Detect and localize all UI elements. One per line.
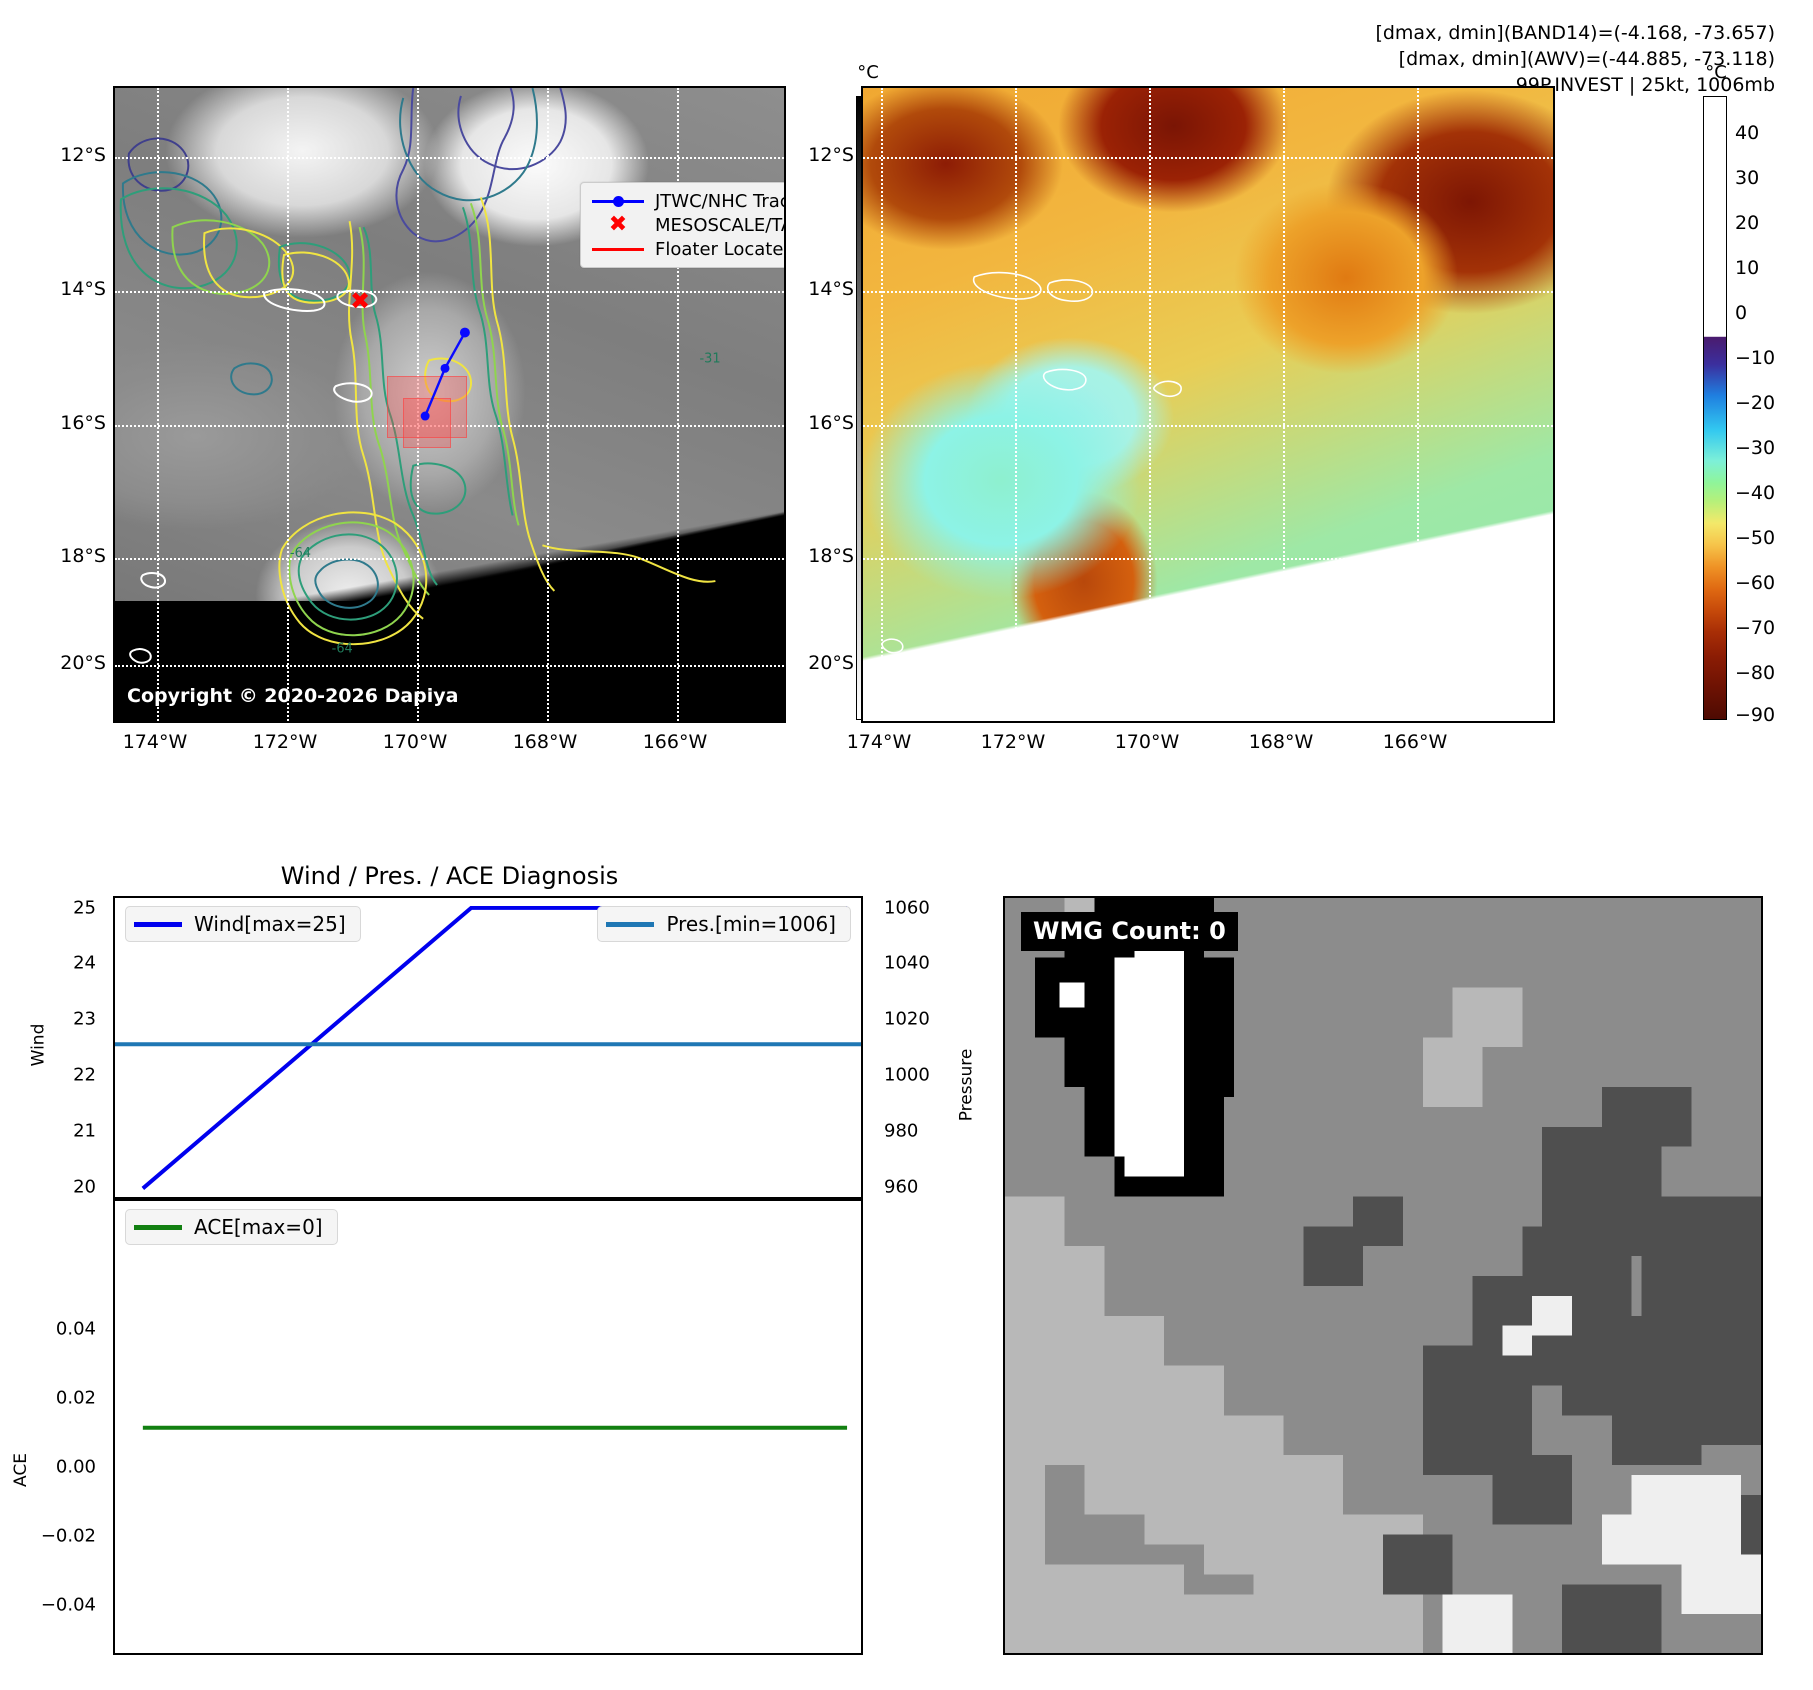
legend-item-target: ✖ MESOSCALE/TARGET Location — [589, 212, 784, 237]
wv-cbar-tick-6: −20 — [1735, 392, 1776, 414]
wind-ytick-4: 21 — [73, 1120, 96, 1142]
wv-cbar-tick-3: 10 — [1735, 257, 1760, 279]
ace-ytick-0: 0.04 — [55, 1318, 96, 1340]
legend-label-target: MESOSCALE/TARGET Location — [655, 214, 784, 236]
ace-legend-label: ACE[max=0] — [194, 1215, 323, 1239]
annotation-storm-summary: 99P.INVEST | 25kt, 1006mb — [1515, 74, 1775, 96]
pres-ytick-1: 1040 — [884, 952, 930, 974]
wv-no-data-corner — [863, 88, 1553, 721]
pres-ytick-2: 1020 — [884, 1008, 930, 1030]
wv-cbar-tick-8: −40 — [1735, 482, 1776, 504]
ace-axis-label: ACE — [10, 1453, 31, 1487]
ir-colorbar-title: °C — [857, 62, 879, 83]
pres-ytick-3: 1000 — [884, 1064, 930, 1086]
wind-axis-label: Wind — [28, 1023, 49, 1067]
wv-cbar-tick-12: −80 — [1735, 662, 1776, 684]
ace-legend[interactable]: ACE[max=0] — [125, 1209, 338, 1245]
wv-ytick-4: 20°S — [808, 652, 854, 674]
ir-xtick-2: 170°W — [382, 731, 448, 753]
wind-ytick-2: 23 — [73, 1008, 96, 1030]
pressure-color-swatch — [606, 921, 655, 927]
wv-cbar-tick-9: −50 — [1735, 527, 1776, 549]
ir-ytick-3: 18°S — [60, 545, 106, 567]
ir-ytick-4: 20°S — [60, 652, 106, 674]
wind-ytick-5: 20 — [73, 1176, 96, 1198]
infrared-satellite-panel[interactable]: -31 -64 -64 ✖ JTWC/NHC Tracks [29/1200Z] — [113, 86, 786, 723]
wv-xtick-4: 166°W — [1382, 731, 1448, 753]
ir-xtick-1: 172°W — [252, 731, 318, 753]
ir-map-legend[interactable]: JTWC/NHC Tracks [29/1200Z] ✖ MESOSCALE/T… — [580, 182, 786, 268]
wv-ytick-1: 14°S — [808, 278, 854, 300]
wv-ytick-0: 12°S — [808, 144, 854, 166]
wind-legend-label: Wind[max=25] — [194, 912, 346, 936]
pres-ytick-0: 1060 — [884, 897, 930, 919]
wind-ytick-1: 24 — [73, 952, 96, 974]
wmg-cluster-panel[interactable]: WMG Count: 0 — [1003, 896, 1763, 1655]
legend-label-tracks: JTWC/NHC Tracks [29/1200Z] — [655, 190, 784, 212]
legend-item-tracks: JTWC/NHC Tracks [29/1200Z] — [589, 189, 784, 213]
annotation-band14-range: [dmax, dmin](BAND14)=(-4.168, -73.657) — [1375, 22, 1775, 44]
no-data-bottom-band — [115, 601, 784, 721]
wmg-count-badge: WMG Count: 0 — [1021, 912, 1238, 951]
wind-ytick-3: 22 — [73, 1064, 96, 1086]
ace-ytick-4: −0.04 — [40, 1594, 96, 1616]
ace-ytick-3: −0.02 — [40, 1525, 96, 1547]
wv-cbar-tick-4: 0 — [1735, 302, 1748, 324]
wv-cbar-tick-10: −60 — [1735, 572, 1776, 594]
wv-cbar-tick-13: −90 — [1735, 704, 1776, 726]
wv-colorbar-title: °C — [1705, 62, 1727, 83]
wv-ytick-2: 16°S — [808, 412, 854, 434]
diagnostics-annotation: [dmax, dmin](BAND14)=(-4.168, -73.657) [… — [1375, 20, 1775, 98]
ir-ytick-1: 14°S — [60, 278, 106, 300]
wind-pressure-chart[interactable]: Wind[max=25] Pres.[min=1006] — [113, 896, 863, 1199]
ace-chart[interactable]: ACE[max=0] — [113, 1199, 863, 1655]
wv-cbar-tick-5: −10 — [1735, 347, 1776, 369]
ace-ytick-1: 0.02 — [55, 1387, 96, 1409]
floater-locater-box — [403, 398, 451, 448]
ir-ytick-2: 16°S — [60, 412, 106, 434]
pres-ytick-4: 980 — [884, 1120, 919, 1142]
wv-cbar-tick-7: −30 — [1735, 437, 1776, 459]
ace-ytick-2: 0.00 — [55, 1456, 96, 1478]
wv-colorbar[interactable] — [1703, 96, 1727, 720]
ir-ytick-0: 12°S — [60, 144, 106, 166]
pres-ytick-5: 960 — [884, 1176, 919, 1198]
wmg-cluster-map — [1005, 898, 1761, 1653]
wv-xtick-0: 174°W — [846, 731, 912, 753]
wind-pressure-series — [115, 905, 861, 1190]
wv-cbar-tick-11: −70 — [1735, 617, 1776, 639]
wv-no-data-bottom-band — [863, 661, 1553, 721]
wv-xtick-3: 168°W — [1248, 731, 1314, 753]
wind-color-swatch — [134, 921, 182, 927]
pressure-legend[interactable]: Pres.[min=1006] — [597, 906, 851, 942]
wv-cbar-tick-2: 20 — [1735, 212, 1760, 234]
water-vapour-panel[interactable] — [861, 86, 1555, 723]
wv-ytick-3: 18°S — [808, 545, 854, 567]
red-line-icon — [589, 247, 647, 251]
legend-label-floater: Floater Locater — [655, 238, 786, 260]
annotation-awv-range: [dmax, dmin](AWV)=(-44.885, -73.118) — [1398, 48, 1775, 70]
diagnosis-chart-title: Wind / Pres. / ACE Diagnosis — [280, 862, 619, 890]
pressure-legend-label: Pres.[min=1006] — [666, 912, 836, 936]
legend-item-floater: Floater Locater — [589, 237, 786, 261]
wv-xtick-2: 170°W — [1114, 731, 1180, 753]
track-line-dot-icon — [589, 195, 647, 207]
copyright-notice: Copyright © 2020-2026 Dapiya — [127, 685, 459, 707]
ace-series — [142, 1425, 848, 1430]
ir-xtick-3: 168°W — [512, 731, 578, 753]
mesoscale-target-marker: ✖ — [349, 287, 371, 315]
pressure-axis-label: Pressure — [956, 1048, 977, 1122]
red-x-marker-icon: ✖ — [608, 212, 628, 237]
ace-color-swatch — [134, 1224, 182, 1230]
wind-ytick-0: 25 — [73, 897, 96, 919]
wind-legend[interactable]: Wind[max=25] — [125, 906, 361, 942]
wv-cbar-tick-0: 40 — [1735, 122, 1760, 144]
wv-cbar-tick-1: 30 — [1735, 167, 1760, 189]
ir-xtick-0: 174°W — [122, 731, 188, 753]
wv-xtick-1: 172°W — [980, 731, 1046, 753]
ir-xtick-4: 166°W — [642, 731, 708, 753]
